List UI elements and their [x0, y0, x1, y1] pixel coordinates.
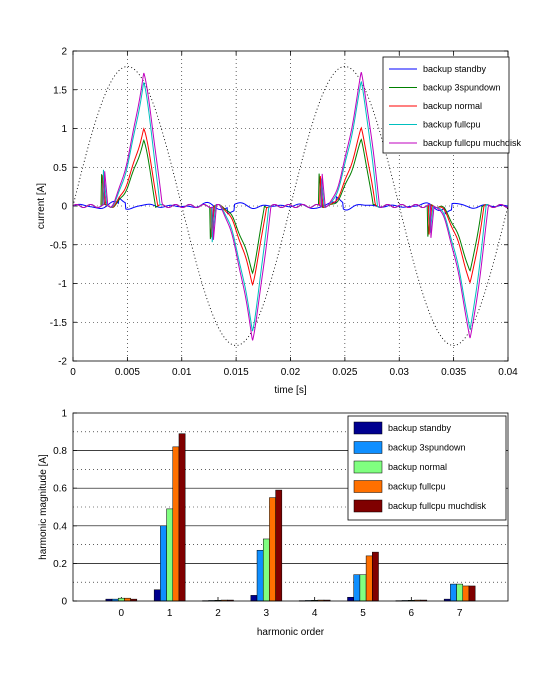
series-line-4 [72, 72, 509, 341]
legend-swatch-bottom [353, 441, 383, 454]
legend-label-top: backup normal [423, 101, 482, 111]
x-tick-label: 0.025 [332, 367, 357, 378]
bar-3-1 [172, 446, 180, 602]
y-tick-label-bottom: 0.8 [53, 446, 67, 457]
y-axis-label-top: current [A] [36, 183, 47, 229]
x-tick-label: 0.015 [224, 367, 249, 378]
bar-1-5 [353, 574, 361, 602]
legend-box-top [382, 56, 510, 154]
x-tick-label: 0.02 [281, 367, 301, 378]
y-tick-label: -1 [58, 279, 67, 290]
y-tick-label-bottom: 1 [61, 409, 67, 420]
bar-3-5 [365, 555, 373, 602]
legend-label-bottom: backup fullcpu [388, 482, 446, 492]
bar-1-3 [256, 549, 264, 602]
bar-3-7 [462, 585, 470, 602]
x-axis-label-bottom: harmonic order [257, 627, 325, 638]
bar-4-1 [178, 433, 186, 602]
x-axis-label-top: time [s] [274, 385, 306, 396]
y-tick-label: 0 [61, 202, 67, 213]
plot-frame-bottom [72, 412, 509, 602]
bar-4-5 [372, 551, 379, 602]
x-tick-label-bottom: 6 [409, 608, 415, 619]
x-tick-label-bottom: 2 [215, 608, 221, 619]
bar-4-3 [275, 489, 283, 602]
legend-label-bottom: backup fullcpu muchdisk [388, 501, 487, 511]
y-tick-label: -2 [58, 357, 67, 368]
legend-label-top: backup standby [423, 64, 487, 74]
legend-swatch-bottom [353, 499, 383, 513]
x-tick-label-bottom: 0 [119, 608, 125, 619]
legend-swatch-bottom [353, 480, 383, 493]
legend-label-top: backup fullcpu muchdisk [423, 138, 522, 148]
legend-label-bottom: backup normal [388, 462, 447, 472]
x-tick-label: 0.005 [115, 367, 140, 378]
legend-swatch-bottom [353, 460, 383, 474]
bar-0-5 [347, 596, 354, 602]
bar-3-0 [124, 597, 131, 602]
bar-1-1 [160, 525, 167, 602]
legend-label-top: backup fullcpu [423, 120, 481, 130]
x-tick-label-bottom: 5 [360, 608, 366, 619]
x-tick-label: 0.01 [172, 367, 192, 378]
legend-label-bottom: backup standby [388, 423, 452, 433]
bar-2-3 [262, 538, 270, 602]
x-tick-label-bottom: 1 [167, 608, 173, 619]
bar-1-7 [450, 583, 457, 602]
legend-swatch-bottom [353, 421, 383, 435]
y-tick-label-bottom: 0.2 [53, 559, 67, 570]
bar-4-7 [468, 585, 476, 602]
bar-0-3 [250, 595, 258, 602]
bar-3-3 [269, 497, 276, 602]
plot-frame-top [72, 50, 509, 362]
bar-2-1 [166, 508, 174, 602]
y-tick-label: 0.5 [53, 163, 67, 174]
legend-label-bottom: backup 3spundown [388, 443, 466, 453]
x-tick-label-bottom: 3 [264, 608, 270, 619]
x-tick-label: 0 [70, 367, 76, 378]
x-tick-label-bottom: 7 [457, 608, 463, 619]
x-tick-label: 0.03 [390, 367, 410, 378]
y-tick-label-bottom: 0.6 [53, 484, 67, 495]
x-tick-label: 0.035 [441, 367, 466, 378]
bar-0-1 [153, 589, 161, 602]
bar-2-5 [359, 574, 367, 602]
bar-2-0 [117, 597, 125, 602]
series-line-0 [72, 196, 509, 215]
y-tick-label: 1.5 [53, 85, 67, 96]
y-tick-label: -1.5 [50, 318, 68, 329]
x-tick-label: 0.04 [498, 367, 518, 378]
y-tick-label-bottom: 0 [61, 597, 67, 608]
y-tick-label: -0.5 [50, 240, 68, 251]
x-tick-label-bottom: 4 [312, 608, 318, 619]
bar-2-7 [456, 583, 464, 602]
legend-label-top: backup 3spundown [423, 83, 501, 93]
y-tick-label-bottom: 0.4 [53, 521, 67, 532]
y-tick-label: 2 [61, 47, 67, 58]
y-axis-label-bottom: harmonic magnitude [A] [38, 454, 49, 560]
reference-sine-curve [72, 66, 509, 346]
y-tick-label: 1 [61, 124, 67, 135]
